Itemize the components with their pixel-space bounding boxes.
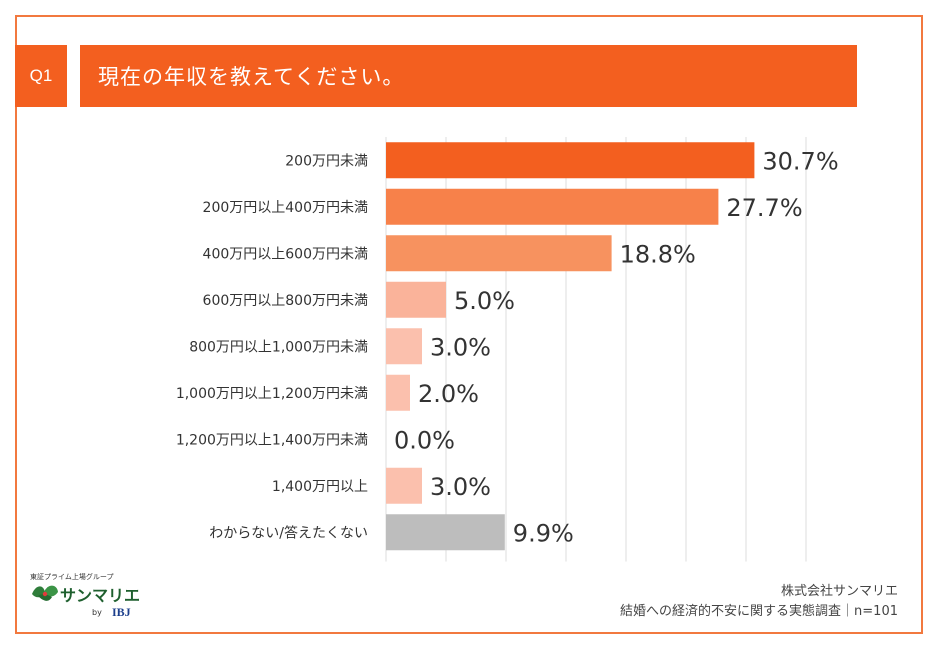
category-label: 1,000万円以上1,200万円未満 [176, 386, 368, 402]
category-labels: 200万円未満 200万円以上400万円未満 400万円以上600万円未満 600万円… [176, 153, 368, 541]
value-labels: 30.7% 27.7% 18.8% 5.0% 3.0% 2.0% 0.0% 3.0% 9.9% [394, 147, 839, 547]
logo-name: サンマリエ [60, 586, 141, 605]
value-label: 27.7% [726, 194, 802, 222]
value-label: 18.8% [620, 240, 696, 268]
logo-group-text: 東証プライム上場グループ [30, 573, 114, 581]
bar [386, 188, 719, 225]
category-label: 200万円未満 [285, 153, 368, 169]
footer-survey: 結婚への経済的不安に関する実態調査｜n=101 [620, 604, 898, 619]
bar [386, 235, 612, 272]
leaf-icon [32, 585, 58, 601]
value-label: 3.0% [430, 333, 491, 361]
value-label: 30.7% [762, 147, 838, 175]
value-label: 2.0% [418, 380, 479, 408]
bar [386, 142, 755, 179]
bar [386, 467, 422, 504]
chart-bars [386, 142, 755, 551]
question-number: Q1 [15, 45, 67, 107]
ibj-logo: IBJ [112, 605, 131, 619]
category-label: 400万円以上600万円未満 [203, 246, 368, 262]
category-label: わからない/答えたくない [209, 524, 368, 541]
category-label: 800万円以上1,000万円未満 [189, 339, 368, 355]
bar [386, 514, 505, 551]
category-label: 1,200万円以上1,400万円未満 [176, 432, 368, 448]
bar [386, 374, 410, 411]
value-label: 9.9% [513, 519, 574, 547]
value-label: 3.0% [430, 473, 491, 501]
category-label: 1,400万円以上 [272, 479, 368, 495]
question-title: 現在の年収を教えてください。 [80, 45, 857, 107]
bar [386, 328, 422, 365]
card-frame [15, 15, 923, 634]
footer-company: 株式会社サンマリエ [780, 584, 898, 599]
logo-by: by [92, 608, 102, 617]
category-label: 600万円以上800万円未満 [203, 293, 368, 309]
sanmarie-logo: 東証プライム上場グループ サンマリエ by IBJ [30, 572, 160, 624]
value-label: 5.0% [454, 287, 515, 315]
bar [386, 281, 446, 318]
category-label: 200万円以上400万円未満 [203, 200, 368, 216]
value-label: 0.0% [394, 426, 455, 454]
